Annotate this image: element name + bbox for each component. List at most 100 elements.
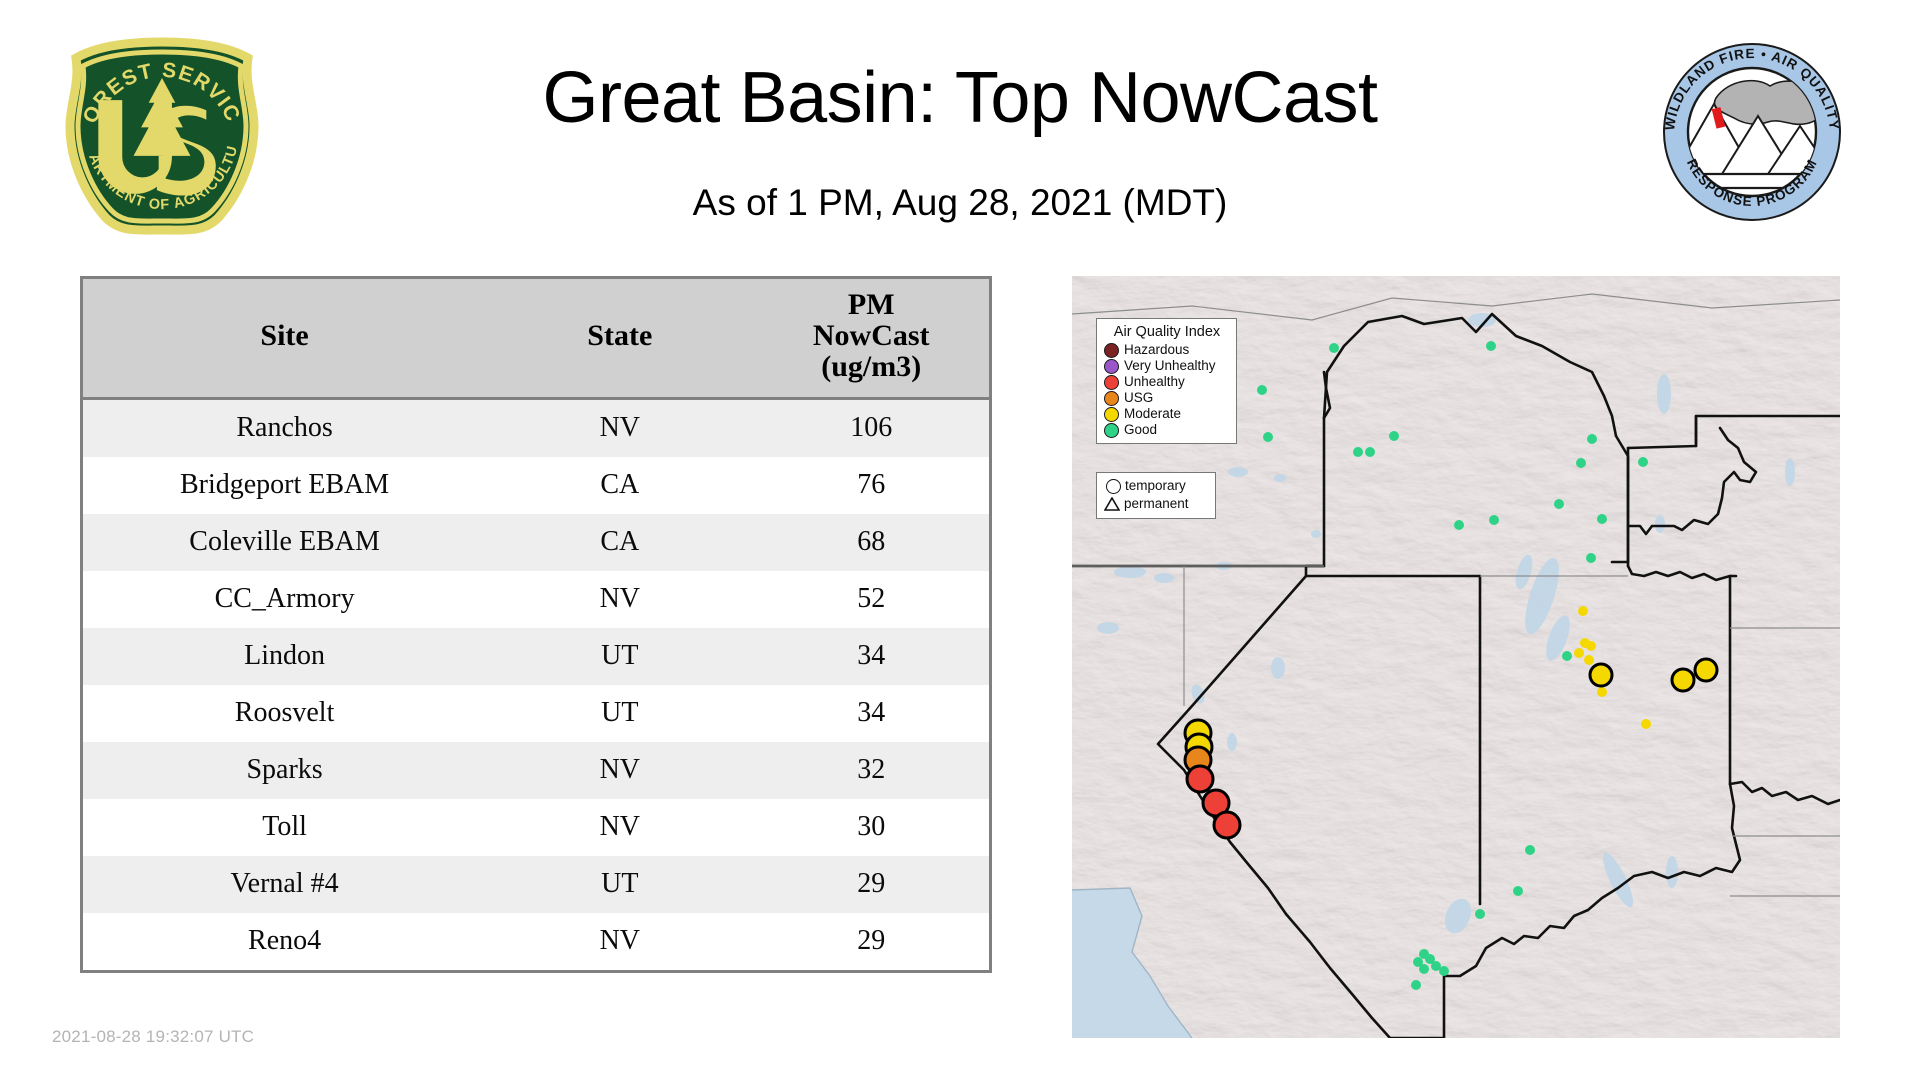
monitor-dot[interactable]	[1588, 662, 1614, 688]
row-pm-cell: 29	[753, 855, 989, 913]
column-header-state: State	[486, 279, 754, 400]
monitor-dot-layer	[1183, 341, 1719, 990]
secondary-boundaries	[1072, 293, 1840, 897]
permanent-label: permanent	[1124, 496, 1189, 512]
table-row: Ranchos NV 106	[83, 398, 989, 457]
permanent-triangle-icon	[1103, 496, 1121, 511]
table-row: Vernal #4 UT 29	[83, 855, 989, 913]
row-pm-cell: 52	[753, 570, 989, 628]
row-site-cell: Sparks	[83, 741, 487, 799]
table-row: Reno4 NV 29	[83, 912, 989, 970]
monitor-dot[interactable]	[1597, 514, 1607, 524]
monitor-dot[interactable]	[1425, 954, 1435, 964]
monitor-dot[interactable]	[1586, 641, 1596, 651]
aqi-legend-label: Unhealthy	[1124, 374, 1185, 390]
row-state-cell: CA	[486, 513, 754, 571]
aqi-legend: Air Quality Index Hazardous Very Unhealth…	[1096, 318, 1237, 444]
table-row: CC_Armory NV 52	[83, 570, 989, 628]
row-pm-cell: 106	[753, 398, 989, 457]
row-pm-cell: 68	[753, 513, 989, 571]
row-pm-cell: 34	[753, 627, 989, 685]
monitor-dot[interactable]	[1365, 447, 1375, 457]
monitor-dot[interactable]	[1525, 845, 1535, 855]
row-site-cell: Reno4	[83, 912, 487, 970]
aqi-legend-label: Moderate	[1124, 406, 1182, 422]
monitor-dot[interactable]	[1576, 458, 1586, 468]
pm-line-2: NowCast	[812, 319, 930, 353]
row-pm-cell: 32	[753, 741, 989, 799]
table-row: Coleville EBAM CA 68	[83, 513, 989, 571]
pm-line-1: PM	[847, 288, 895, 321]
aqi-legend-row: Good	[1104, 422, 1230, 438]
monitor-dot[interactable]	[1670, 667, 1696, 693]
monitor-dot[interactable]	[1586, 553, 1596, 563]
page-title: Great Basin: Top NowCast	[542, 58, 1378, 138]
monitor-dot[interactable]	[1513, 886, 1523, 896]
aqi-legend-row: Very Unhealthy	[1104, 358, 1230, 374]
monitor-dot[interactable]	[1353, 447, 1363, 457]
wfaqrp-circle-logo: WILDLAND FIRE • AIR QUALITY RESPONSE PRO…	[1652, 32, 1852, 232]
aqi-legend-row: USG	[1104, 390, 1230, 406]
row-pm-cell: 29	[753, 912, 989, 970]
great-basin-aqi-map[interactable]: Air Quality Index Hazardous Very Unhealth…	[1072, 276, 1840, 1038]
aqi-swatch-icon	[1104, 390, 1119, 406]
monitor-dot[interactable]	[1431, 961, 1441, 971]
aqi-swatch-icon	[1104, 374, 1119, 390]
aqi-swatch-icon	[1104, 358, 1119, 374]
pacific-ocean	[1072, 888, 1192, 1038]
footer-timestamp: 2021-08-28 19:32:07 UTC	[52, 1027, 255, 1046]
site-type-legend: temporary permanent	[1096, 472, 1216, 519]
monitor-dot[interactable]	[1578, 606, 1588, 616]
monitor-dot[interactable]	[1413, 957, 1423, 967]
table-row: Sparks NV 32	[83, 741, 989, 799]
monitor-dot[interactable]	[1419, 964, 1429, 974]
usfs-shield-logo: FOREST SERVICE DEPARTMENT OF AGRICULTURE	[50, 14, 266, 240]
aqi-legend-row: Moderate	[1104, 406, 1230, 422]
aqi-swatch-icon	[1104, 406, 1119, 422]
monitor-dot[interactable]	[1693, 657, 1719, 683]
monitor-dot[interactable]	[1475, 909, 1485, 919]
row-state-cell: NV	[486, 570, 754, 628]
table-row: Bridgeport EBAM CA 76	[83, 456, 989, 514]
monitor-dot[interactable]	[1486, 341, 1496, 351]
monitor-dot[interactable]	[1263, 432, 1273, 442]
page-subtitle: As of 1 PM, Aug 28, 2021 (MDT)	[692, 182, 1228, 223]
monitor-dot[interactable]	[1554, 499, 1564, 509]
monitor-dot[interactable]	[1562, 651, 1572, 661]
row-site-cell: Vernal #4	[83, 855, 487, 913]
monitor-dot[interactable]	[1638, 457, 1648, 467]
monitor-dot[interactable]	[1584, 655, 1594, 665]
row-pm-cell: 76	[753, 456, 989, 514]
water-bodies	[1097, 313, 1795, 934]
aqi-legend-label: Good	[1124, 422, 1158, 438]
table-row: Lindon UT 34	[83, 627, 989, 685]
monitor-dot[interactable]	[1454, 520, 1464, 530]
pm-line-3: (ug/m3)	[821, 350, 922, 384]
monitor-dot[interactable]	[1439, 966, 1449, 976]
row-site-cell: Coleville EBAM	[83, 513, 487, 571]
temporary-circle-icon	[1106, 478, 1121, 494]
monitor-dot[interactable]	[1411, 980, 1421, 990]
top-nowcast-table: Site State PM NowCast (ug/m3) Ranchos NV 1…	[80, 276, 992, 973]
monitor-dot[interactable]	[1185, 764, 1215, 794]
table-row: Roosvelt UT 34	[83, 684, 989, 742]
monitor-dot[interactable]	[1597, 687, 1607, 697]
monitor-dot[interactable]	[1212, 810, 1242, 840]
table-row: Toll NV 30	[83, 798, 989, 856]
monitor-dot[interactable]	[1257, 385, 1267, 395]
aqi-legend-label: Hazardous	[1124, 342, 1190, 358]
monitor-dot[interactable]	[1329, 343, 1339, 353]
row-site-cell: Lindon	[83, 627, 487, 685]
row-state-cell: NV	[486, 741, 754, 799]
aqi-legend-row: Unhealthy	[1104, 374, 1230, 390]
legend-row-temporary: temporary	[1103, 477, 1209, 495]
row-state-cell: UT	[486, 855, 754, 913]
row-state-cell: CA	[486, 456, 754, 514]
monitor-dot[interactable]	[1389, 431, 1399, 441]
monitor-dot[interactable]	[1574, 648, 1584, 658]
aqi-swatch-icon	[1104, 342, 1119, 358]
monitor-dot[interactable]	[1489, 515, 1499, 525]
monitor-dot[interactable]	[1641, 719, 1651, 729]
monitor-dot[interactable]	[1587, 434, 1597, 444]
column-header-pm-nowcast: PM NowCast (ug/m3)	[753, 279, 989, 400]
